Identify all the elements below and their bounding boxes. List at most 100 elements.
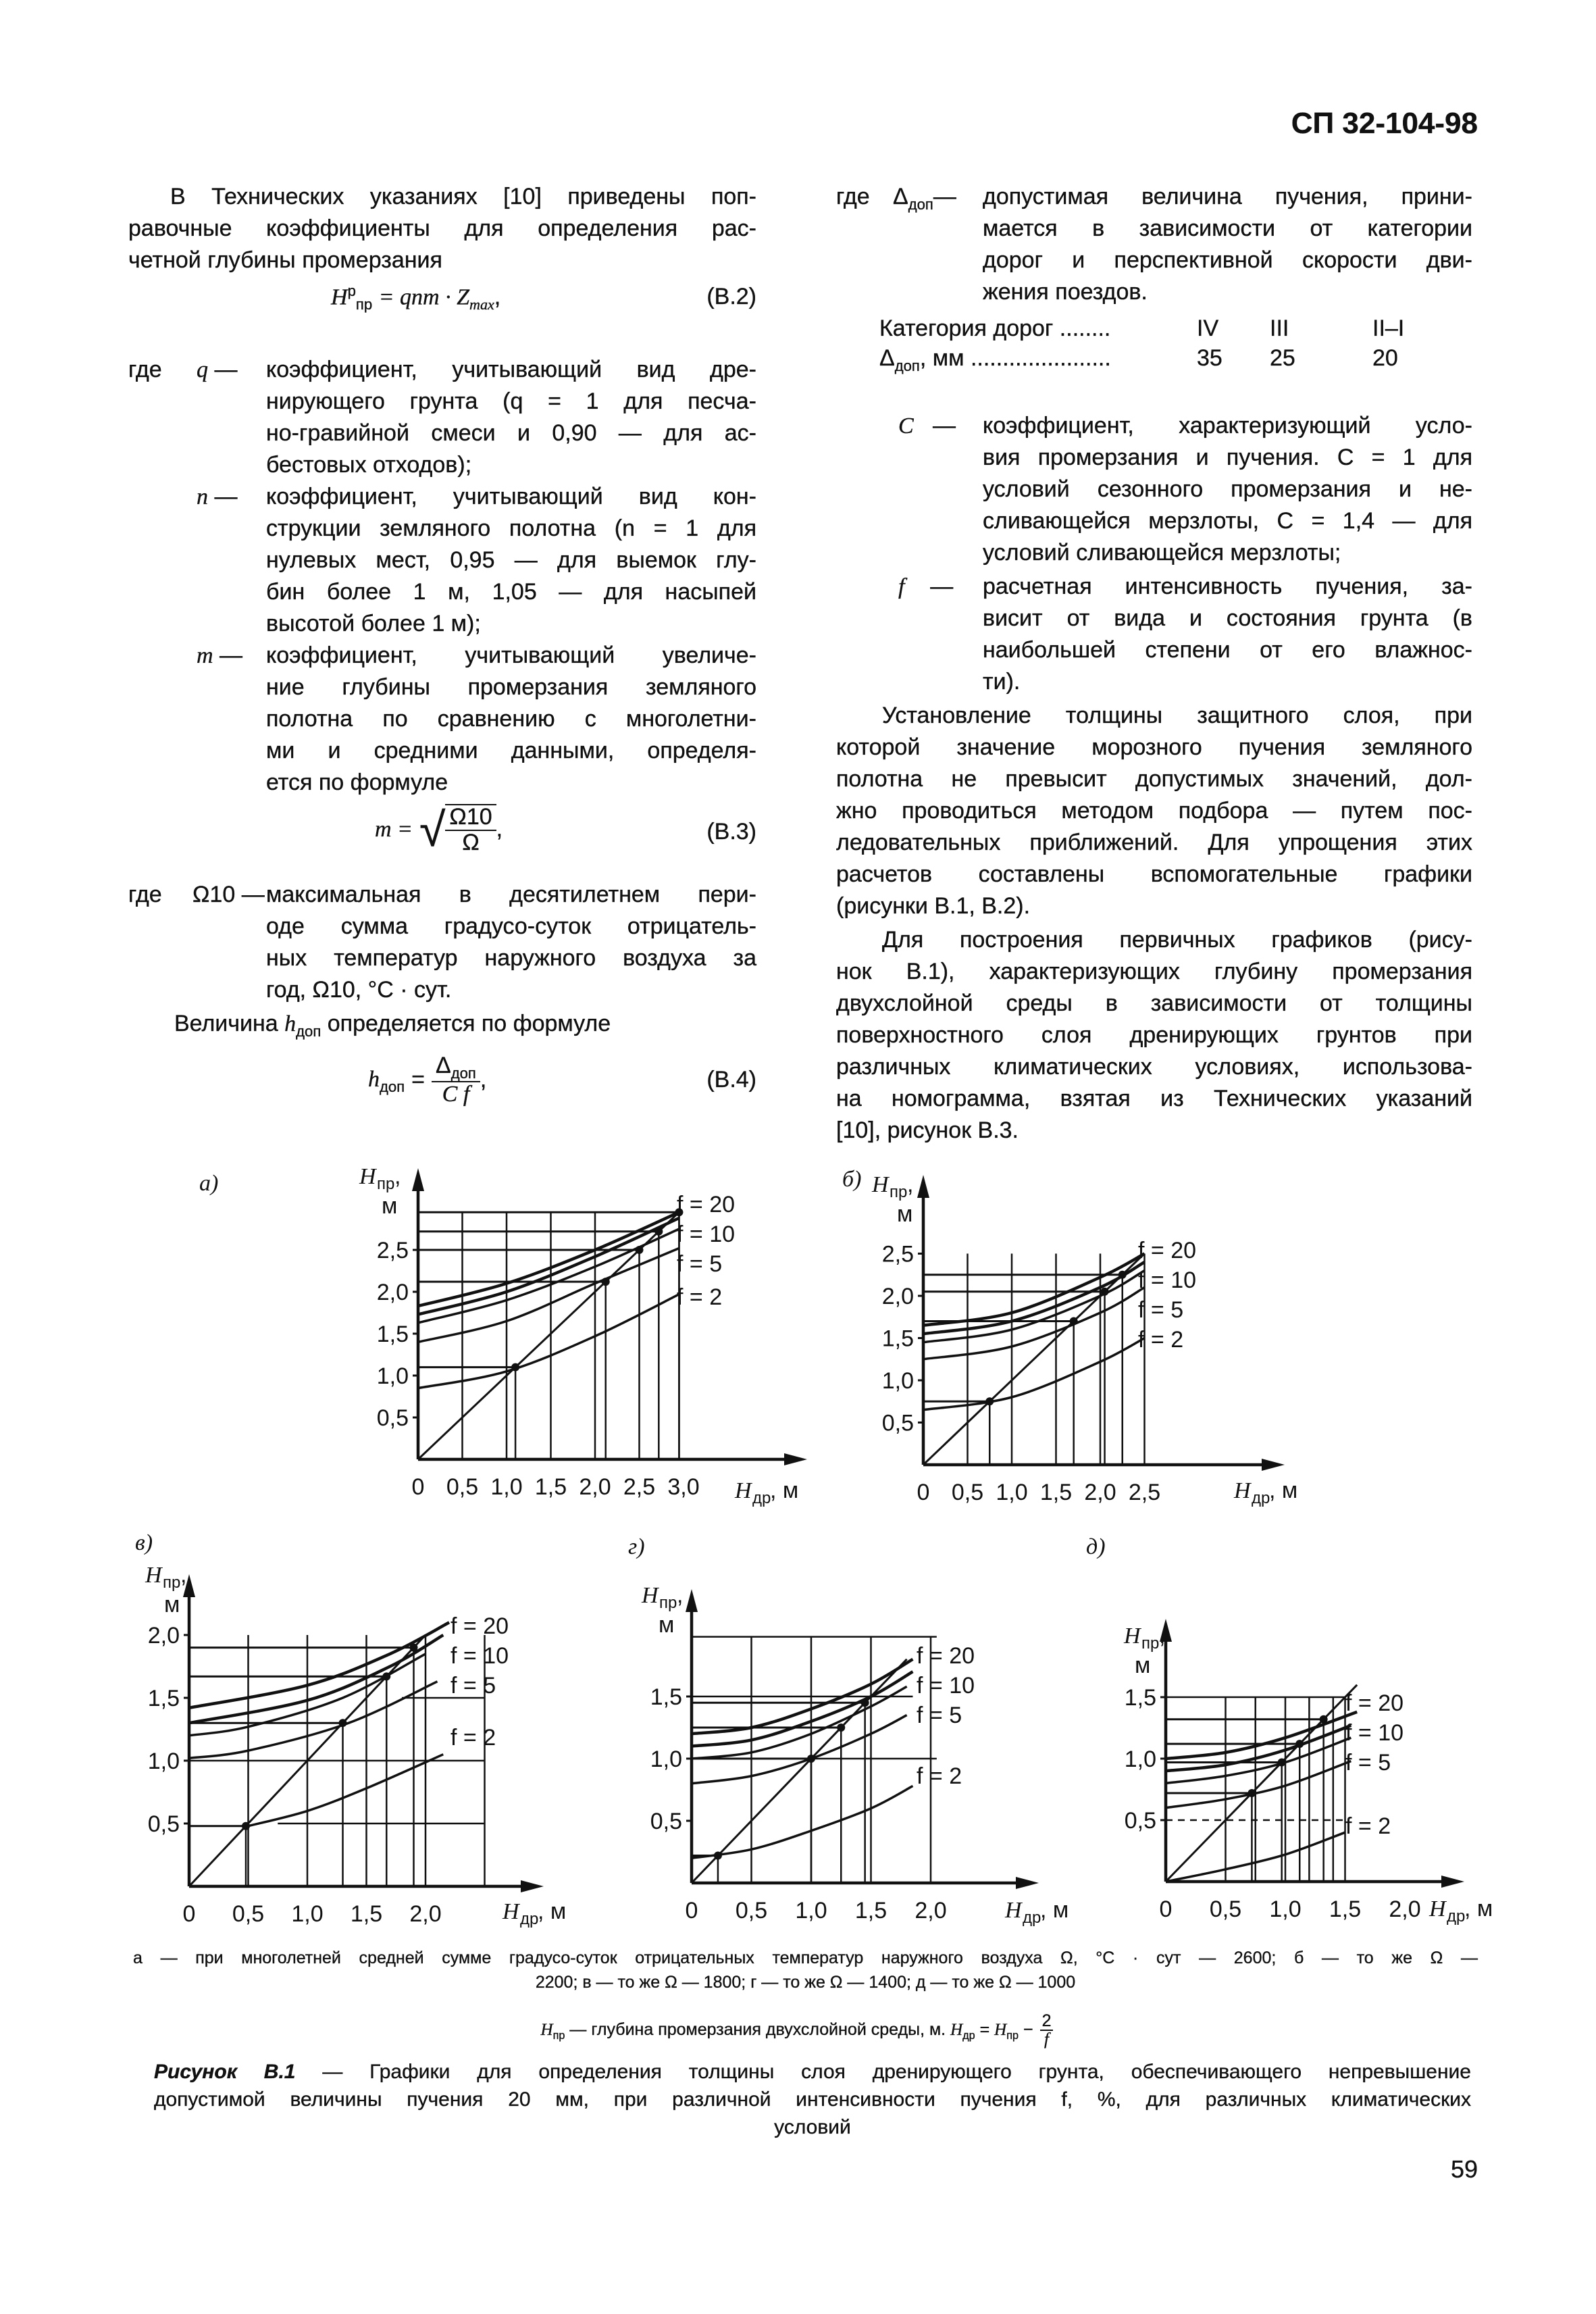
text-line: сливающейся мерзлоты, C = 1,4 — для xyxy=(983,508,1472,534)
text-line: ми и средними данными, определя- xyxy=(266,738,756,763)
legend-line: 2200; в — то же Ω — 1800; г — то же Ω — … xyxy=(535,1973,1076,1992)
x-tick-label: 1,0 xyxy=(996,1480,1027,1505)
text-line: нок В.1), характеризующих глубину промер… xyxy=(836,959,1472,984)
text-line: Установление толщины защитного слоя, при xyxy=(882,703,1472,728)
x-axis-suffix: , м xyxy=(538,1898,566,1924)
curve-label: f = 2 xyxy=(917,1763,962,1789)
sub: доп xyxy=(296,1022,321,1040)
y-axis-subscript: пр xyxy=(1141,1634,1159,1653)
curve-label: f = 10 xyxy=(917,1673,975,1699)
y-axis-unit: м xyxy=(897,1201,912,1227)
x-axis-arrow-icon xyxy=(1441,1876,1464,1888)
panel-label: а) xyxy=(199,1171,218,1196)
sub: др xyxy=(962,2029,975,2042)
frost-depth-curve xyxy=(691,1784,914,1859)
y-tick-label: 1,5 xyxy=(377,1322,409,1347)
curve-label: f = 2 xyxy=(1345,1813,1391,1839)
x-axis-symbol: H xyxy=(734,1478,753,1503)
curve-label: f = 2 xyxy=(1138,1327,1183,1353)
text-line: нулевых мест, 0,95 — для выемок глу- xyxy=(266,547,756,573)
y-tick-label: 1,0 xyxy=(148,1749,180,1774)
x-axis-symbol: H xyxy=(1233,1478,1252,1503)
x-tick-label: 2,0 xyxy=(409,1901,441,1927)
text-line: которой значение морозного пучения земля… xyxy=(836,734,1472,760)
text-line: оде сумма градусо-суток отрицатель- xyxy=(266,913,756,939)
frost-depth-curve xyxy=(1165,1760,1352,1809)
curve-label: f = 10 xyxy=(1345,1720,1404,1746)
frost-depth-curve xyxy=(923,1336,1145,1411)
frost-depth-curve xyxy=(188,1680,438,1760)
curve-label: f = 10 xyxy=(677,1222,735,1247)
sub: доп xyxy=(908,195,934,213)
y-axis-subscript: пр xyxy=(659,1594,677,1612)
sqrt-sign: √ xyxy=(419,803,446,856)
dash: — xyxy=(214,357,238,382)
curve-label: f = 20 xyxy=(677,1192,735,1217)
table-cell: 35 xyxy=(1197,345,1222,371)
y-tick-label: 1,5 xyxy=(148,1686,180,1711)
y-axis-suffix: , xyxy=(180,1562,186,1588)
symbol-delta-dop: Δдоп— xyxy=(893,181,956,213)
figure-legend: а — при многолетней средней сумме градус… xyxy=(133,1946,1478,1994)
text-line: максимальная в десятилетнем пери- xyxy=(266,882,756,907)
text-line: жно проводиться методом подбора — путем … xyxy=(836,798,1472,824)
page-number: 59 xyxy=(1450,2155,1478,2183)
curve-label: f = 2 xyxy=(451,1725,496,1751)
frost-depth-curve xyxy=(1165,1710,1358,1761)
symbol-c: C xyxy=(898,413,914,438)
frost-depth-curve xyxy=(923,1261,1145,1336)
x-tick-label: 1,5 xyxy=(1329,1896,1361,1922)
graph-panel: в)0,51,01,52,00 0,5 1,0 1,5 2,0H пр ,мH др, мf … xyxy=(135,1530,566,1928)
text-line: полотна по сравнению с многолетни- xyxy=(266,706,756,732)
dash: — xyxy=(933,184,956,209)
frost-depth-curve xyxy=(691,1714,908,1785)
text-line: коэффициент, учитывающий увеличе- xyxy=(266,643,756,668)
text-line: коэффициент, характеризующий усло- xyxy=(983,413,1472,438)
text-line: двухслойной среды в зависимости от толщи… xyxy=(836,990,1472,1016)
x-tick-label: 1,5 xyxy=(351,1901,382,1927)
x-axis-arrow-icon xyxy=(1016,1877,1039,1889)
y-tick-label: 2,5 xyxy=(882,1242,914,1267)
text-line: на номограмма, взятая из Технических ука… xyxy=(836,1086,1472,1111)
x-axis-symbol: H xyxy=(1428,1896,1447,1921)
formula-b2: Hрпр = qnm · Zmax, xyxy=(331,283,501,313)
y-tick-label: 2,0 xyxy=(148,1623,180,1649)
frost-depth-curve xyxy=(417,1247,680,1344)
table-cell: 20 xyxy=(1372,345,1398,371)
x-tick-label: 3,0 xyxy=(667,1474,699,1500)
curve-label: f = 5 xyxy=(451,1673,496,1699)
text-line: ледовательных приближений. Для упрощения… xyxy=(836,830,1472,855)
curve-label: f = 20 xyxy=(1138,1238,1196,1263)
x-axis-arrow-icon xyxy=(1262,1459,1285,1471)
figure-caption: Рисунок В.1 — Графики для определения то… xyxy=(154,2058,1471,2141)
x-axis-subscript: др xyxy=(752,1489,771,1507)
frost-depth-curve xyxy=(417,1293,680,1390)
formula-lhs: m = xyxy=(375,816,413,842)
x-axis-subscript: др xyxy=(520,1910,538,1928)
dash: — xyxy=(241,882,265,907)
curve-label: f = 5 xyxy=(1345,1750,1391,1776)
curve-label: f = 20 xyxy=(1345,1690,1404,1716)
y-axis-symbol: H xyxy=(145,1563,163,1588)
text-line: расчетов составлены вспомогательные граф… xyxy=(836,861,1472,887)
text-line: В Технических указаниях [10] приведены п… xyxy=(170,184,756,209)
x-tick-label: 1,0 xyxy=(1269,1896,1301,1922)
table-cell: III xyxy=(1270,316,1289,341)
panel-label: д) xyxy=(1086,1534,1106,1559)
curve-label: f = 20 xyxy=(917,1643,975,1669)
text: — глубина промерзания двухслойной среды,… xyxy=(565,2019,951,2039)
x-axis-subscript: др xyxy=(1252,1489,1270,1507)
definition-text: коэффициент, учитывающий вид дре-нирующе… xyxy=(266,354,756,481)
y-tick-label: 1,5 xyxy=(1125,1685,1156,1711)
text-line: висит от вида и состояния грунта (в xyxy=(983,605,1472,631)
x-axis-suffix: , м xyxy=(1269,1478,1297,1503)
x-tick-label: 1,0 xyxy=(795,1898,827,1923)
symbol: H xyxy=(540,2020,553,2039)
symbol-f: f xyxy=(898,574,905,599)
curve-label: f = 5 xyxy=(917,1703,962,1728)
fraction: Ω10 Ω xyxy=(445,804,496,855)
formula-sub: max xyxy=(469,296,494,313)
caption-text: — Графики для определения толщины слоя д… xyxy=(295,2061,1471,2083)
y-axis-symbol: H xyxy=(1123,1624,1142,1649)
